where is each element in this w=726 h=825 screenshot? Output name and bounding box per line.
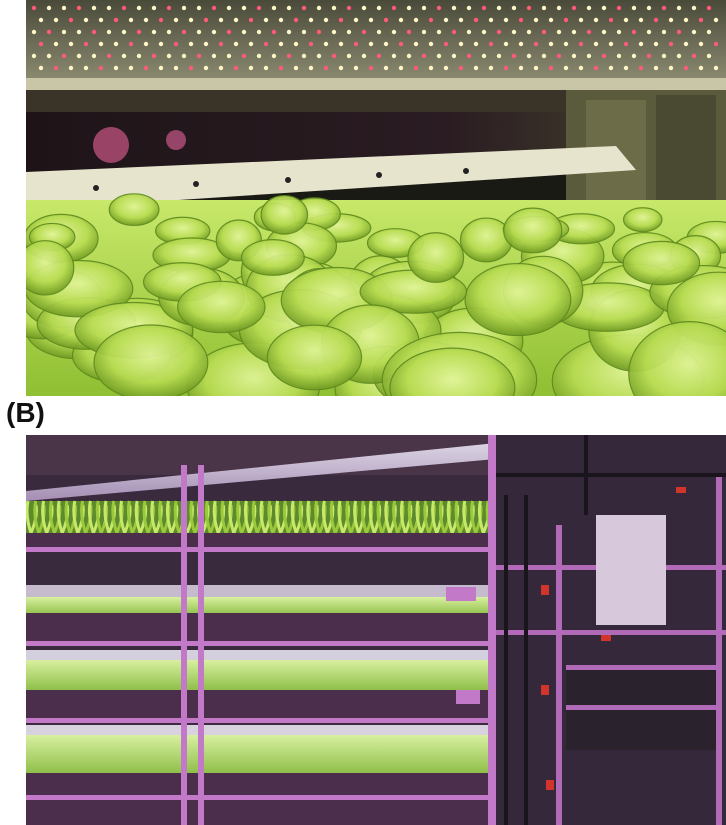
- panel-a-photo: [26, 0, 726, 396]
- vertical-farm-rack-image: [26, 435, 726, 825]
- lettuce-closeup-image: [26, 0, 726, 396]
- panel-b-photo: [26, 435, 726, 825]
- panel-b-label: (B): [6, 397, 45, 428]
